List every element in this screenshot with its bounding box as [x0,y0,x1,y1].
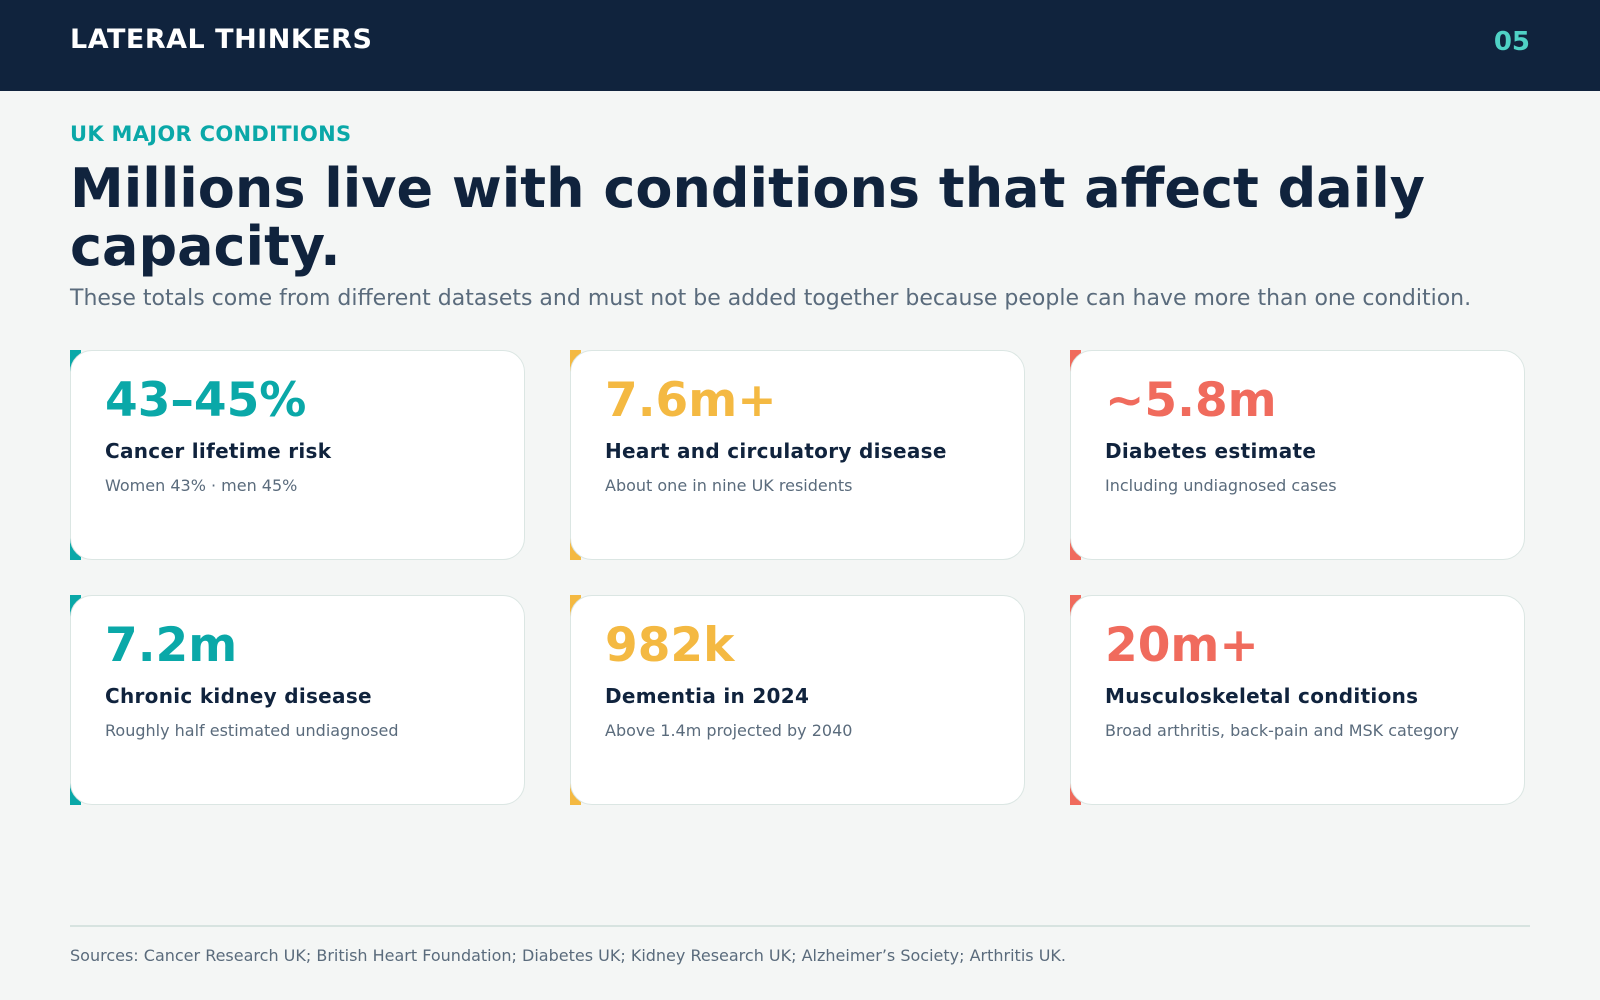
brand-name: LATERAL THINKERS [70,24,373,55]
stat-note: Roughly half estimated undiagnosed [105,721,399,740]
stat-card-kidney: 7.2m Chronic kidney disease Roughly half… [70,595,525,805]
stat-note: Including undiagnosed cases [1105,476,1337,495]
stat-title: Musculoskeletal conditions [1105,684,1419,708]
section-eyebrow: UK MAJOR CONDITIONS [70,122,352,146]
stat-value: 20m+ [1105,618,1259,673]
footer-divider [70,925,1530,927]
stat-title: Heart and circulatory disease [605,439,947,463]
stat-note: Above 1.4m projected by 2040 [605,721,853,740]
stat-note: About one in nine UK residents [605,476,853,495]
stat-card-cancer: 43–45% Cancer lifetime risk Women 43% · … [70,350,525,560]
stat-note: Broad arthritis, back-pain and MSK categ… [1105,721,1459,740]
stat-title: Cancer lifetime risk [105,439,332,463]
stat-card-heart: 7.6m+ Heart and circulatory disease Abou… [570,350,1025,560]
stat-title: Chronic kidney disease [105,684,372,708]
top-bar: LATERAL THINKERS 05 [0,0,1600,91]
stat-card-diabetes: ~5.8m Diabetes estimate Including undiag… [1070,350,1525,560]
stat-value: ~5.8m [1105,373,1277,428]
stat-value: 982k [605,618,735,673]
page-number: 05 [1493,27,1530,57]
stat-value: 7.6m+ [605,373,777,428]
stat-title: Diabetes estimate [1105,439,1317,463]
page-subtitle: These totals come from different dataset… [70,286,1472,311]
stat-note: Women 43% · men 45% [105,476,298,495]
stat-value: 7.2m [105,618,238,673]
page-title: Millions live with conditions that affec… [70,157,1425,278]
stat-card-msk: 20m+ Musculoskeletal conditions Broad ar… [1070,595,1525,805]
stat-title: Dementia in 2024 [605,684,810,708]
stat-card-dementia: 982k Dementia in 2024 Above 1.4m project… [570,595,1025,805]
sources-note: Sources: Cancer Research UK; British Hea… [70,946,1066,965]
stat-value: 43–45% [105,373,307,428]
